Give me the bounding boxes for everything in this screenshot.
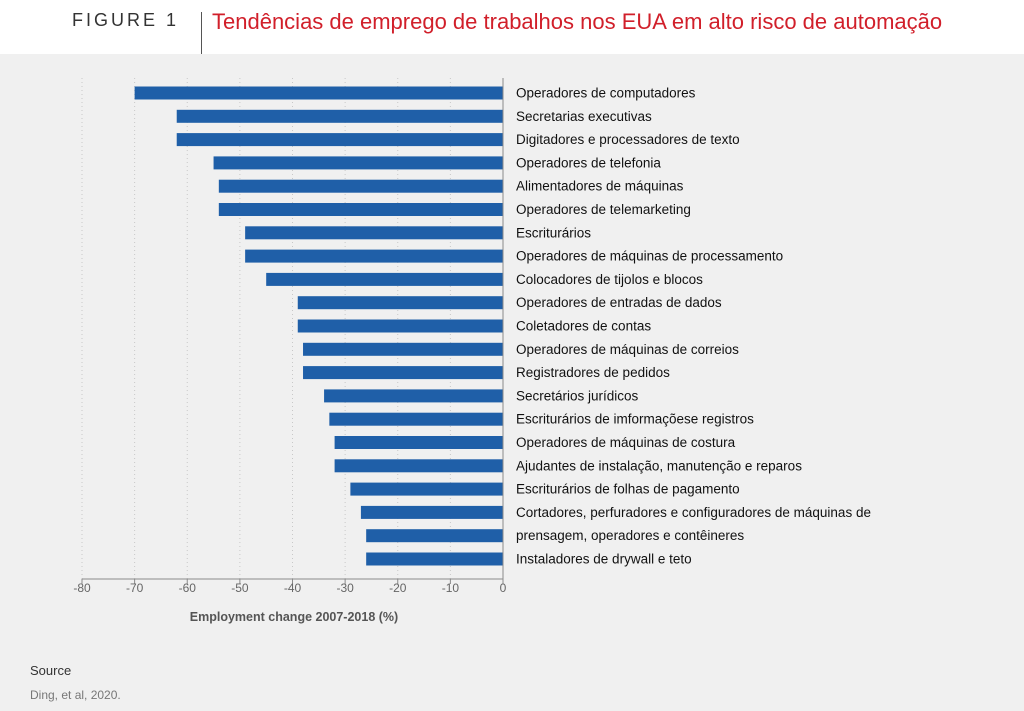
- bar: [266, 272, 503, 286]
- bar: [329, 412, 503, 426]
- category-label: Secretarias executivas: [516, 109, 652, 124]
- x-tick-label: -60: [179, 581, 197, 595]
- bar: [218, 203, 503, 216]
- category-label: Operadores de máquinas de processamento: [516, 249, 783, 264]
- x-axis-label: Employment change 2007-2018 (%): [190, 610, 398, 624]
- category-label: Colocadores de tijolos e blocos: [516, 272, 703, 287]
- category-label: prensagem, operadores e contêineres: [516, 528, 744, 543]
- bar: [245, 226, 503, 240]
- category-label: Cortadores, perfuradores e configuradore…: [516, 505, 871, 520]
- bar: [366, 552, 503, 566]
- x-tick-label: -40: [284, 581, 302, 595]
- category-label: Operadores de computadores: [516, 86, 696, 101]
- x-tick-label: -30: [336, 581, 354, 595]
- bar: [303, 366, 503, 380]
- category-label: Operadores de máquinas de correios: [516, 342, 739, 357]
- category-label: Ajudantes de instalação, manutenção e re…: [516, 458, 802, 473]
- category-label: Registradores de pedidos: [516, 365, 670, 380]
- category-label: Escriturários de folhas de pagamento: [516, 482, 740, 497]
- bar: [176, 133, 503, 147]
- category-label: Instaladores de drywall e teto: [516, 552, 692, 567]
- bar: [213, 156, 503, 170]
- chart-title: Tendências de emprego de trabalhos nos E…: [212, 9, 943, 34]
- category-label: Operadores de telemarketing: [516, 202, 691, 217]
- bar: [297, 296, 503, 310]
- source-citation: Ding, et al, 2020.: [30, 688, 121, 702]
- bar: [324, 389, 503, 403]
- source-label: Source: [30, 663, 72, 678]
- bar: [134, 86, 503, 100]
- category-label: Operadores de máquinas de costura: [516, 435, 736, 450]
- x-tick-label: -80: [73, 581, 91, 595]
- category-label: Digitadores e processadores de texto: [516, 132, 740, 147]
- bar: [297, 319, 503, 333]
- x-tick-label: -10: [442, 581, 460, 595]
- bar: [334, 459, 503, 473]
- x-tick-label: -70: [126, 581, 144, 595]
- figure-header: FIGURE 1 Tendências de emprego de trabal…: [0, 0, 1024, 54]
- x-tick-label: 0: [500, 581, 507, 595]
- category-label: Operadores de entradas de dados: [516, 295, 722, 310]
- category-label: Escriturários: [516, 225, 591, 240]
- x-tick-label: -20: [389, 581, 407, 595]
- category-label: Escriturários de imformaçõese registros: [516, 412, 754, 427]
- bar: [350, 482, 503, 496]
- x-tick-label: -50: [231, 581, 249, 595]
- header-divider: [201, 12, 202, 54]
- category-label: Operadores de telefonia: [516, 155, 661, 170]
- figure-label: FIGURE 1: [72, 10, 180, 30]
- bar: [218, 179, 503, 193]
- bar: [176, 109, 503, 123]
- category-label: Alimentadores de máquinas: [516, 179, 684, 194]
- category-label: Coletadores de contas: [516, 319, 651, 334]
- bar: [245, 249, 503, 263]
- bar: [366, 529, 503, 543]
- bar: [334, 436, 503, 449]
- bar-chart: Operadores de computadores Secretarias ex…: [73, 78, 871, 624]
- bar: [303, 342, 503, 356]
- bar: [360, 505, 503, 519]
- category-label: Secretários jurídicos: [516, 388, 639, 403]
